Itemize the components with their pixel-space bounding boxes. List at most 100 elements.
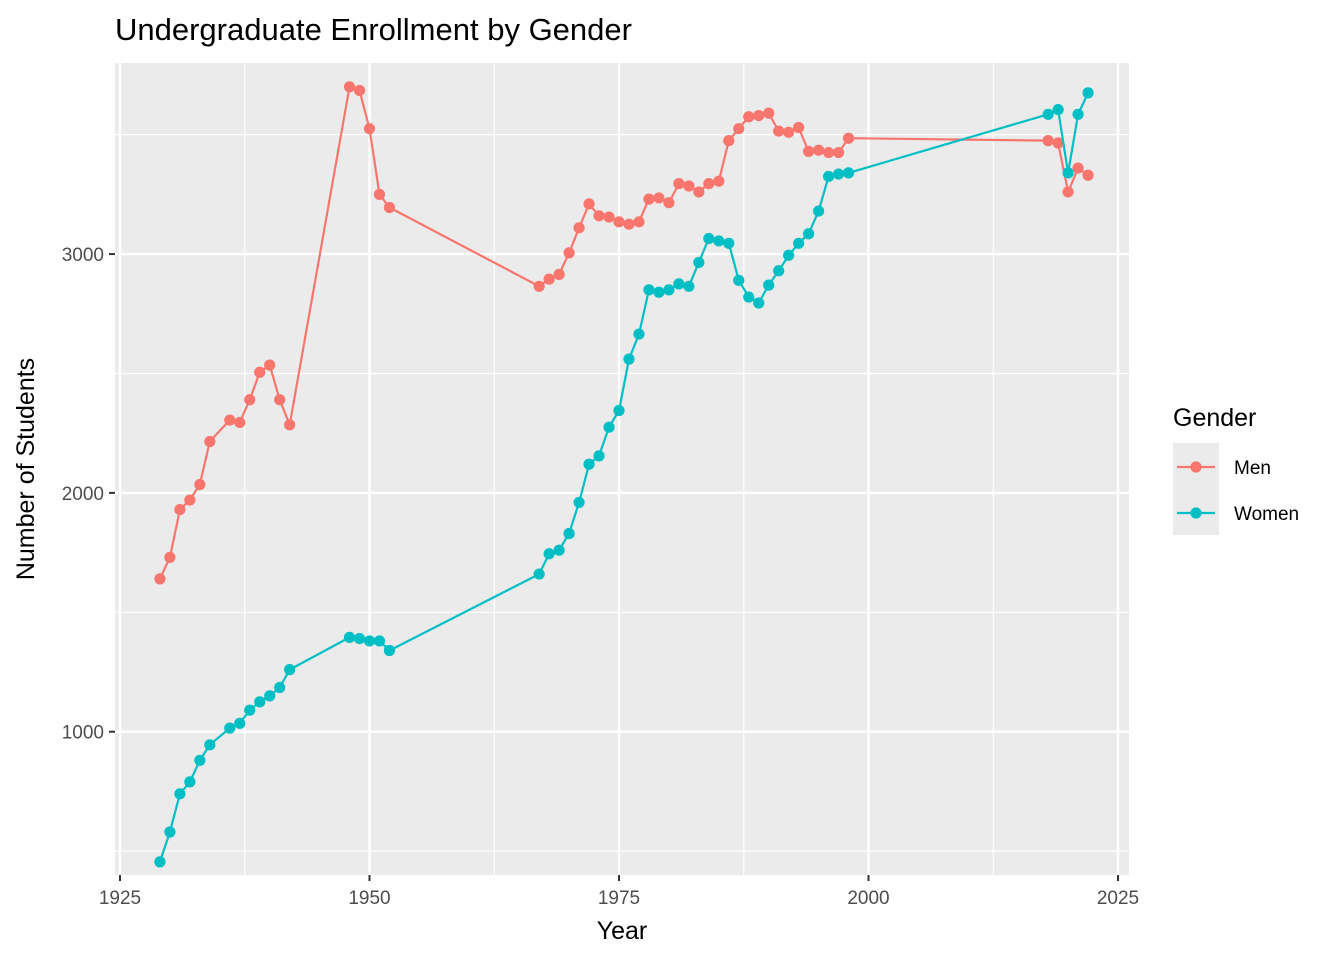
data-point-men <box>343 81 356 93</box>
data-point-men <box>553 268 565 280</box>
x-axis-title: Year <box>597 917 648 945</box>
data-point-women <box>383 644 396 657</box>
data-point-women <box>683 280 695 292</box>
data-point-women <box>224 722 236 734</box>
data-point-women <box>593 450 605 462</box>
data-point-men <box>643 193 655 205</box>
data-point-women <box>623 353 635 365</box>
data-point-women <box>633 328 645 340</box>
data-point-women <box>284 664 296 676</box>
data-point-men <box>623 218 635 230</box>
data-point-men <box>1042 135 1054 147</box>
data-point-women <box>733 274 745 286</box>
data-point-men <box>613 216 625 228</box>
data-point-men <box>383 201 396 214</box>
data-point-women <box>343 631 356 643</box>
y-tick-label: 2000 <box>62 484 104 505</box>
data-point-men <box>224 414 236 426</box>
series-layer <box>154 81 1094 868</box>
data-point-women <box>773 265 785 277</box>
data-point-men <box>723 135 735 147</box>
data-point-men <box>733 123 745 135</box>
x-tick-label: 1950 <box>348 888 390 909</box>
data-point-men <box>573 222 585 234</box>
legend-title: Gender <box>1173 404 1256 432</box>
data-point-women <box>793 237 805 249</box>
data-point-men <box>822 146 835 159</box>
y-tick-label: 3000 <box>62 245 104 266</box>
data-point-men <box>363 123 376 135</box>
data-point-men <box>773 125 785 137</box>
data-point-women <box>743 291 755 303</box>
data-point-men <box>663 197 675 209</box>
data-point-men <box>703 178 715 190</box>
data-point-men <box>373 188 386 200</box>
y-tick-label: 1000 <box>62 723 104 744</box>
data-point-women <box>643 284 655 296</box>
data-point-men <box>154 573 166 585</box>
data-point-women <box>234 717 246 729</box>
x-tick-label: 2000 <box>847 888 889 909</box>
minor-gridlines <box>115 63 1129 875</box>
data-point-men <box>353 84 366 97</box>
data-point-women <box>763 279 775 291</box>
legend-key-background <box>1173 443 1219 535</box>
data-point-men <box>603 211 615 223</box>
data-point-men <box>164 551 176 563</box>
series-women <box>154 87 1094 868</box>
data-point-men <box>543 273 555 285</box>
data-point-women <box>603 421 615 433</box>
data-point-women <box>813 205 825 217</box>
data-point-men <box>803 145 815 157</box>
data-point-men <box>793 121 805 134</box>
data-point-men <box>753 109 765 122</box>
data-point-men <box>713 175 725 187</box>
data-point-women <box>373 635 386 647</box>
legend-key-point <box>1190 507 1202 519</box>
data-point-men <box>194 478 206 491</box>
data-point-men <box>842 132 855 144</box>
x-tick-label: 2025 <box>1097 888 1139 909</box>
plot-panel <box>115 63 1129 875</box>
data-point-women <box>583 458 595 470</box>
data-point-women <box>204 739 216 751</box>
y-axis-title: Number of Students <box>12 358 40 580</box>
data-point-women <box>254 696 266 708</box>
data-point-men <box>254 366 266 378</box>
data-point-women <box>663 284 675 296</box>
chart-title: Undergraduate Enrollment by Gender <box>115 12 632 47</box>
y-axis-ticks: 1000 2000 3000 <box>62 245 115 744</box>
data-point-women <box>154 856 166 868</box>
data-point-women <box>1062 167 1074 179</box>
x-tick-label: 1975 <box>598 888 640 909</box>
data-point-women <box>164 826 176 838</box>
data-point-women <box>673 278 685 290</box>
data-point-women <box>184 776 196 788</box>
data-point-women <box>693 256 705 269</box>
data-point-women <box>713 235 725 247</box>
data-point-women <box>832 168 845 180</box>
data-point-men <box>653 192 665 204</box>
data-point-men <box>783 126 795 138</box>
data-point-men <box>593 210 605 222</box>
data-point-men <box>633 216 645 228</box>
data-point-men <box>1082 169 1094 181</box>
data-point-women <box>1052 103 1064 116</box>
data-point-women <box>543 548 555 560</box>
data-point-women <box>563 527 575 540</box>
data-point-women <box>783 249 795 261</box>
data-point-men <box>204 435 216 448</box>
data-point-men <box>244 394 256 406</box>
data-point-women <box>353 632 366 645</box>
data-point-men <box>234 416 246 429</box>
data-point-men <box>832 146 845 159</box>
data-point-women <box>803 228 815 240</box>
data-point-men <box>264 359 276 371</box>
data-point-men <box>743 111 755 123</box>
data-point-women <box>822 170 835 183</box>
legend-label: Men <box>1234 458 1271 479</box>
data-point-women <box>244 704 256 716</box>
legend-item-men: Men <box>1177 458 1271 479</box>
data-point-men <box>673 178 685 190</box>
